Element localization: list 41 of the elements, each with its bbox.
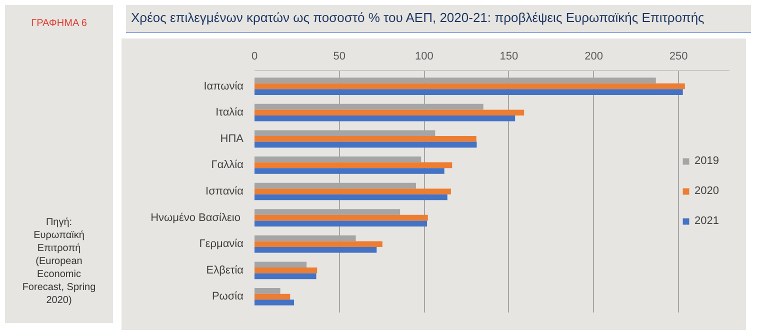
text: ΓΡΑΦΗΜΑ 6 [30,17,88,31]
bar [254,110,524,116]
bar [254,188,451,194]
y-tick-label: Ισπανία [206,186,244,198]
bar [254,214,428,221]
y-tick-label: Ιαπωνία [204,80,244,92]
bar [254,194,448,200]
bar [254,268,318,274]
chart-title: Χρέος επιλεγμένων κρατών ως ποσοστό % του ΑΕΠ, 2020-21: προβλέψεις Ευρωπαϊκής Επιτροπής [131,9,704,27]
x-tick-label: 250 [669,50,688,62]
bar [254,241,382,247]
bar [254,115,516,122]
legend-label: 2021 [694,215,719,227]
bar [254,247,377,253]
y-tick-label: Ηνωμένο Βασίλειο [150,212,240,224]
y-tick-label: Γερμανία [199,238,244,250]
legend-label: 2020 [694,185,719,197]
x-tick-label: 0 [251,50,258,62]
y-tick-label: Γαλλία [211,159,244,172]
x-tick-label: 100 [414,50,434,62]
bar [254,262,307,268]
y-tick-label: Ιταλία [216,106,244,119]
y-tick-label: Ελβετία [206,264,244,276]
x-tick-label: 150 [500,50,518,62]
bar [254,83,685,90]
y-tick-label: Ρωσία [212,290,244,303]
bar [254,288,280,294]
y-tick-label: ΗΠΑ [220,132,244,145]
bar [254,162,452,168]
x-tick-label: 200 [584,50,603,62]
x-tick-label: 50 [333,50,346,62]
bar [254,136,476,142]
bar [254,89,683,95]
bar [254,168,444,174]
bar [254,142,477,148]
bar [254,300,294,306]
legend-label: 2019 [694,155,719,167]
bar [254,220,428,226]
bar [254,294,290,300]
text: Πηγή: Ευρωπαϊκή Επιτροπή (European Economic Forecast, Spring 2020) [21,216,97,307]
bar [254,273,316,280]
